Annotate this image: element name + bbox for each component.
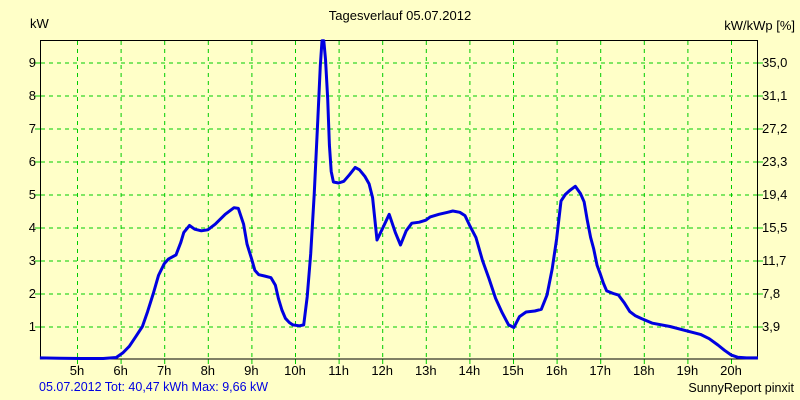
left-axis-unit-label: kW xyxy=(30,16,49,31)
left-axis-tick-label: 3 xyxy=(28,252,36,268)
x-axis-tick-label: 8h xyxy=(200,363,216,378)
plot-frame xyxy=(40,40,758,360)
left-axis-tick-label: 9 xyxy=(28,54,36,70)
x-axis-tick-label: 19h xyxy=(676,363,699,378)
x-axis-tick-label: 6h xyxy=(113,363,128,378)
x-axis-tick-label: 9h xyxy=(244,363,259,378)
x-axis-tick-label: 5h xyxy=(69,363,85,378)
x-axis-tick-label: 13h xyxy=(414,363,437,378)
left-axis-tick-label: 1 xyxy=(28,318,36,334)
x-axis-tick-label: 14h xyxy=(458,363,481,378)
x-axis-tick-label: 11h xyxy=(328,363,349,378)
x-axis-tick-label: 12h xyxy=(371,363,394,378)
x-axis-tick-label: 10h xyxy=(284,363,306,378)
x-axis-tick-label: 16h xyxy=(545,363,568,378)
right-axis-tick-label: 23,3 xyxy=(762,153,788,169)
right-axis-tick-label: 11,7 xyxy=(762,252,787,268)
power-curve xyxy=(39,39,758,360)
left-axis-tick-label: 8 xyxy=(28,87,36,103)
right-axis-tick-label: 7,8 xyxy=(762,285,781,301)
right-axis-unit-label: kW/kWp [%] xyxy=(724,18,795,33)
right-axis-tick-label: 35,0 xyxy=(762,54,788,70)
right-axis-tick-label: 15,5 xyxy=(762,219,788,235)
right-axis-tick-label: 3,9 xyxy=(762,318,781,334)
right-axis-tick-label: 31,1 xyxy=(762,87,788,103)
left-axis-tick-label: 6 xyxy=(28,153,36,169)
left-axis-tick-label: 5 xyxy=(28,186,36,202)
x-axis-tick-label: 15h xyxy=(502,363,524,378)
x-axis-tick-label: 7h xyxy=(156,363,172,378)
x-axis-tick-label: 17h xyxy=(589,363,612,378)
chart-title: Tagesverlauf 05.07.2012 xyxy=(328,8,472,23)
right-axis-tick-label: 27,2 xyxy=(762,120,788,136)
daily-summary-text: 05.07.2012 Tot: 40,47 kWh Max: 9,66 kW xyxy=(39,380,269,394)
left-axis-tick-label: 4 xyxy=(28,219,36,235)
x-axis-tick-label: 18h xyxy=(632,363,655,378)
x-axis-tick-label: 20h xyxy=(720,363,742,378)
credit-text: SunnyReport pinxit xyxy=(688,381,794,395)
right-axis-tick-label: 19,4 xyxy=(762,186,788,202)
left-axis-tick-label: 2 xyxy=(28,285,36,301)
left-axis-tick-label: 7 xyxy=(28,120,36,136)
